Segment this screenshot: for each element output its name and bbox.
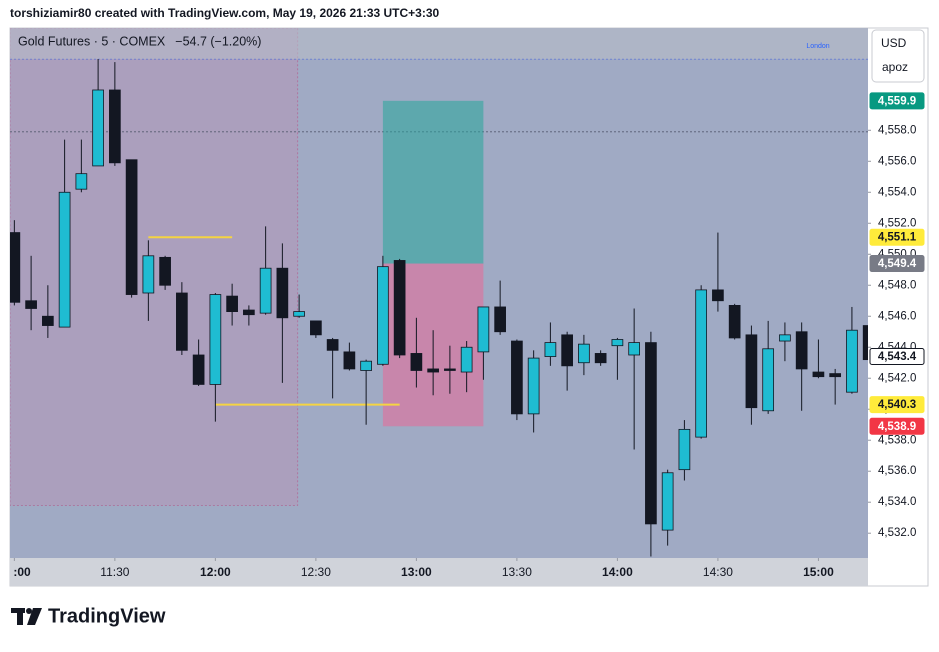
candle-body <box>795 331 808 370</box>
y-tick-label: 4,538.0 <box>878 434 916 446</box>
candle-body <box>745 334 758 409</box>
price-tag-label: 4,551.1 <box>878 232 917 244</box>
y-tick-label: 4,554.0 <box>878 186 916 198</box>
y-tick-label: 4,552.0 <box>878 217 916 229</box>
candle-body <box>846 329 858 393</box>
candle-body <box>410 353 423 371</box>
y-tick-label: 4,532.0 <box>878 527 916 539</box>
candle-body <box>561 334 573 367</box>
x-tick-label: 13:30 <box>502 565 532 579</box>
candle-body <box>92 89 104 167</box>
x-tick-label: 14:00 <box>602 565 633 579</box>
target-zone <box>382 100 484 264</box>
session-label: London <box>806 43 829 50</box>
candle-body <box>444 368 456 371</box>
candle-body <box>779 334 791 342</box>
account: apoz <box>882 60 908 74</box>
price-tag <box>869 348 925 366</box>
candle-body <box>477 306 490 353</box>
candle-body <box>511 340 523 415</box>
candle-body <box>594 353 607 364</box>
y-tick-label: 4,548.0 <box>878 279 916 291</box>
candle-body <box>109 89 121 164</box>
candle-body <box>293 311 305 317</box>
candle-body <box>862 325 868 361</box>
candle-body <box>58 191 71 328</box>
candle-body <box>75 173 88 190</box>
change: −54.7 (−1.20%) <box>175 34 261 48</box>
x-tick-label: 12:00 <box>200 565 231 579</box>
candle-body <box>25 300 37 309</box>
price-tag-label: 4,543.4 <box>878 351 917 363</box>
candle-body <box>226 295 238 312</box>
candle-body <box>728 304 741 339</box>
candle-body <box>544 342 557 357</box>
candle-body <box>310 320 322 336</box>
x-tick-label: 13:00 <box>401 565 432 579</box>
y-tick-label: 4,556.0 <box>878 155 916 167</box>
candle-body <box>611 339 624 347</box>
candle-body <box>209 294 222 385</box>
symbol-title: Gold Futures · 5 · COMEX <box>18 34 166 48</box>
candle-body <box>343 351 356 370</box>
x-tick-label: 12:30 <box>301 565 331 579</box>
price-tag <box>869 228 925 246</box>
candle-body <box>695 289 708 438</box>
candle-body <box>276 267 289 319</box>
currency-box[interactable] <box>871 29 925 83</box>
candle-body <box>527 357 540 415</box>
x-tick-label: :00 <box>13 565 31 579</box>
candle-body <box>360 360 372 371</box>
candle-body <box>494 306 506 333</box>
brand: TradingView <box>48 605 166 627</box>
x-axis-strip <box>10 558 868 586</box>
credit: torshiziamir80 created with TradingView.… <box>10 6 440 20</box>
price-tag <box>869 417 925 435</box>
candle-body <box>243 309 255 316</box>
candle-body <box>393 260 406 356</box>
x-tick-label: 11:30 <box>100 565 129 579</box>
candle-body <box>142 255 155 294</box>
price-tag <box>869 396 925 414</box>
candle-body <box>628 342 640 356</box>
x-tick-label: 15:00 <box>803 565 834 579</box>
candle-body <box>678 428 691 471</box>
y-tick-label: 4,534.0 <box>878 496 916 508</box>
price-tag-label: 4,538.9 <box>878 421 916 433</box>
candle-body <box>661 472 674 531</box>
candle-body <box>829 373 842 378</box>
candle-body <box>645 342 657 525</box>
price-tag-label: 4,549.4 <box>878 258 917 270</box>
candle-body <box>712 289 724 302</box>
candle-body <box>10 232 21 303</box>
candle-body <box>377 266 389 365</box>
candle-body <box>176 292 188 351</box>
price-tag-label: 4,559.9 <box>878 95 916 107</box>
candle-body <box>159 256 171 286</box>
x-tick-label: 14:30 <box>703 565 733 579</box>
legend-strip <box>10 28 868 59</box>
candle-body <box>192 354 205 385</box>
y-tick-label: 4,558.0 <box>878 124 916 136</box>
price-tag <box>869 255 925 273</box>
candle-body <box>326 339 339 351</box>
candle-body <box>460 346 473 373</box>
y-tick-label: 4,546.0 <box>878 310 916 322</box>
candle-body <box>762 348 775 412</box>
currency: USD <box>881 36 907 50</box>
price-tag-label: 4,540.3 <box>878 399 916 411</box>
candle-body <box>427 368 439 373</box>
y-tick-label: 4,542.0 <box>878 372 916 384</box>
candle-body <box>259 267 272 314</box>
y-tick-label: 4,536.0 <box>878 465 916 477</box>
candle-body <box>42 315 54 326</box>
candle-body <box>812 371 825 378</box>
candle-body <box>578 343 590 364</box>
logo <box>11 608 42 625</box>
candle-body <box>125 159 138 295</box>
price-tag <box>869 92 925 110</box>
